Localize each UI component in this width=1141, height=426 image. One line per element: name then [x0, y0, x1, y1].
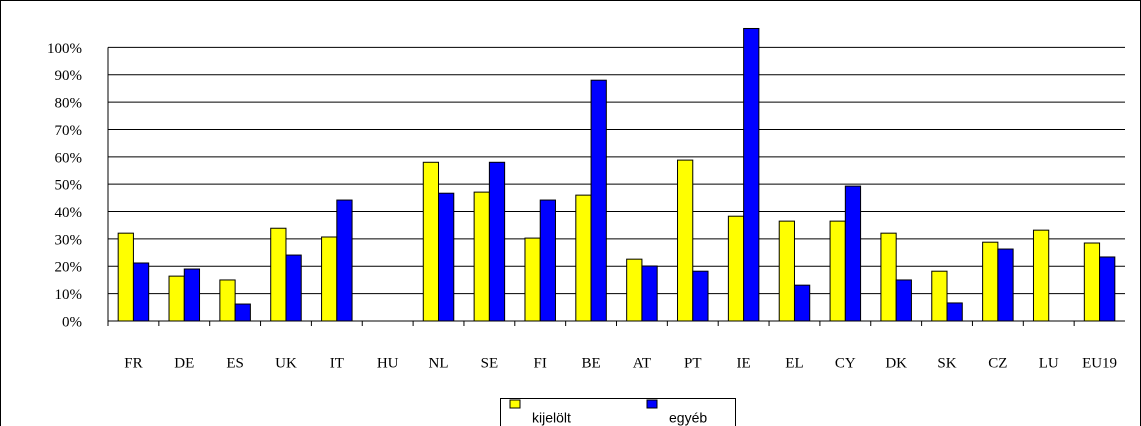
- x-tick-label: BE: [581, 355, 600, 371]
- bar: [626, 258, 643, 322]
- x-tick-label: CZ: [988, 355, 1007, 371]
- x-tick-label: EL: [785, 355, 803, 371]
- bar: [793, 284, 811, 322]
- bar: [168, 275, 185, 322]
- y-tick-label: 40%: [55, 205, 83, 221]
- bar: [1032, 229, 1050, 322]
- bar: [285, 254, 302, 322]
- bar: [1099, 256, 1116, 322]
- y-tick-label: 30%: [55, 232, 83, 248]
- bar: [575, 194, 592, 322]
- legend-label: kijelölt: [532, 410, 571, 426]
- y-tick-label: 100%: [47, 41, 82, 57]
- x-tick-label: AT: [633, 355, 651, 371]
- x-tick-label: IE: [737, 355, 751, 371]
- x-tick-label: CY: [835, 355, 856, 371]
- bar: [727, 215, 745, 322]
- x-tick-label: ES: [226, 355, 244, 371]
- x-tick-label: LU: [1039, 355, 1059, 371]
- y-tick-label: 0%: [62, 314, 82, 330]
- bar: [539, 199, 556, 322]
- bar: [438, 192, 455, 322]
- y-tick-label: 80%: [55, 96, 83, 112]
- bar: [982, 241, 999, 322]
- bar: [117, 232, 134, 322]
- bar: [641, 265, 658, 322]
- x-tick-label: FR: [124, 355, 142, 371]
- x-tick-label: SE: [481, 355, 499, 371]
- bar: [844, 185, 862, 322]
- x-tick-label: UK: [275, 355, 297, 371]
- y-tick-label: 70%: [55, 123, 83, 139]
- bar: [524, 237, 541, 322]
- x-tick-label: SK: [937, 355, 956, 371]
- x-tick-label: FI: [534, 355, 547, 371]
- y-tick-label: 20%: [55, 260, 83, 276]
- bar: [219, 279, 236, 322]
- y-tick-label: 60%: [55, 150, 83, 166]
- bar: [234, 303, 251, 322]
- bar: [270, 227, 287, 322]
- bar: [677, 159, 694, 322]
- y-tick-label: 50%: [55, 178, 83, 194]
- legend-label: egyéb: [669, 410, 707, 426]
- x-tick-label: HU: [377, 355, 399, 371]
- x-tick-label: EU19: [1082, 355, 1117, 371]
- bar: [336, 199, 353, 322]
- legend-box: [500, 398, 736, 426]
- x-tick-label: NL: [429, 355, 449, 371]
- bar: [473, 191, 490, 322]
- bar: [590, 79, 607, 322]
- bar: [829, 220, 846, 322]
- bar: [743, 27, 760, 322]
- x-tick-label: IT: [330, 355, 344, 371]
- bar: [931, 270, 948, 322]
- legend-swatch: [646, 399, 658, 409]
- y-tick-label: 90%: [55, 68, 83, 84]
- legend-swatch: [509, 399, 521, 409]
- y-tick-label: 10%: [55, 287, 83, 303]
- x-tick-label: DE: [174, 355, 194, 371]
- bar: [422, 161, 440, 322]
- bar: [880, 232, 897, 322]
- bar: [321, 236, 338, 322]
- x-tick-label: DK: [885, 355, 907, 371]
- bar: [997, 248, 1014, 322]
- bar: [488, 161, 506, 322]
- bar: [1083, 242, 1101, 322]
- bar: [895, 279, 912, 322]
- bar: [778, 220, 795, 322]
- bar: [132, 262, 150, 322]
- bar: [183, 268, 201, 322]
- bar: [692, 270, 709, 322]
- x-tick-label: PT: [684, 355, 702, 371]
- bar: [946, 302, 963, 322]
